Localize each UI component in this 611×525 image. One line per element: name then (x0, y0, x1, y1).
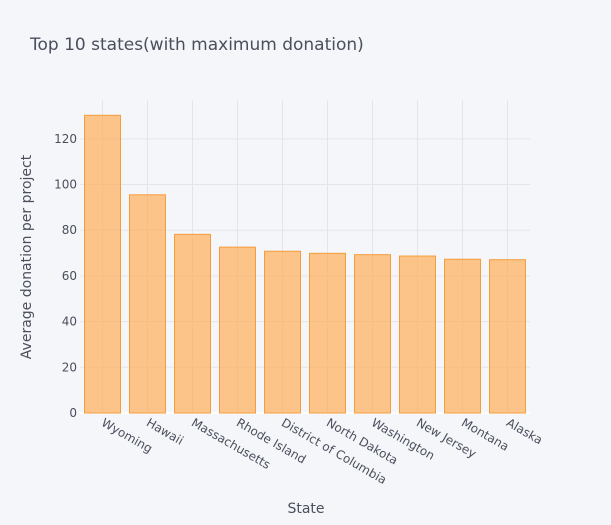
bar-new-jersey[interactable] (399, 255, 436, 414)
bar-rhode-island[interactable] (219, 246, 256, 414)
y-tick-label: 40 (62, 315, 77, 329)
bar-north-dakota[interactable] (309, 252, 346, 414)
bar-montana[interactable] (444, 258, 481, 414)
bar-wyoming[interactable] (84, 114, 121, 414)
y-tick-label: 100 (54, 178, 77, 192)
y-tick-label: 120 (54, 132, 77, 146)
bar-alaska[interactable] (489, 259, 526, 414)
x-tick-label: Massachusetts (189, 415, 273, 471)
chart-title: Top 10 states(with maximum donation) (29, 35, 364, 55)
y-tick-label: 20 (62, 360, 77, 374)
bars (84, 114, 526, 414)
bar-district-of-columbia[interactable] (264, 250, 301, 414)
y-tick-label: 80 (62, 223, 77, 237)
y-tick-label: 60 (62, 269, 77, 283)
y-axis-ticks: 0 20 40 60 80 100 120 (54, 132, 77, 420)
bar-washington[interactable] (354, 254, 391, 414)
y-tick-label: 0 (69, 406, 77, 420)
bar-hawaii[interactable] (129, 194, 166, 414)
y-axis-title: Average donation per project (19, 154, 35, 359)
x-axis-title: State (287, 501, 324, 517)
bar-massachusetts[interactable] (174, 233, 211, 414)
